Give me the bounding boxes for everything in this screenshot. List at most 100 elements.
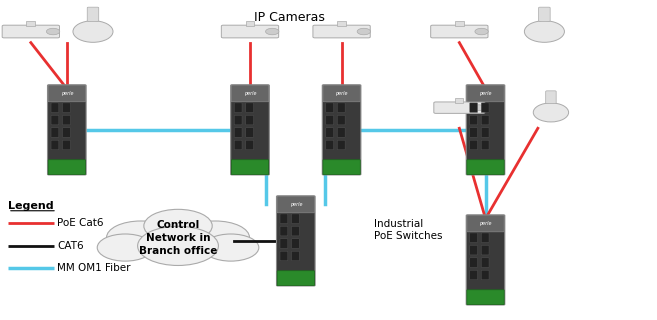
FancyBboxPatch shape <box>235 103 242 112</box>
FancyBboxPatch shape <box>470 270 478 280</box>
FancyBboxPatch shape <box>292 239 300 248</box>
FancyBboxPatch shape <box>62 115 70 125</box>
FancyBboxPatch shape <box>62 103 70 112</box>
Text: PoE Cat6: PoE Cat6 <box>57 219 104 228</box>
Text: Control
Network in
Branch office: Control Network in Branch office <box>139 220 217 256</box>
Ellipse shape <box>533 103 568 122</box>
FancyBboxPatch shape <box>470 140 478 150</box>
FancyBboxPatch shape <box>326 103 334 112</box>
Text: Legend: Legend <box>8 201 54 211</box>
FancyBboxPatch shape <box>51 103 59 112</box>
FancyBboxPatch shape <box>62 140 70 150</box>
Text: IP Cameras: IP Cameras <box>254 11 325 24</box>
FancyBboxPatch shape <box>87 7 99 21</box>
FancyBboxPatch shape <box>470 258 478 267</box>
FancyBboxPatch shape <box>337 103 345 112</box>
FancyBboxPatch shape <box>539 7 550 21</box>
FancyBboxPatch shape <box>337 128 345 137</box>
FancyBboxPatch shape <box>62 128 70 137</box>
FancyBboxPatch shape <box>546 91 556 104</box>
FancyBboxPatch shape <box>470 103 478 112</box>
FancyBboxPatch shape <box>292 226 300 236</box>
FancyBboxPatch shape <box>48 85 85 102</box>
FancyBboxPatch shape <box>482 140 489 150</box>
FancyBboxPatch shape <box>482 245 489 255</box>
FancyBboxPatch shape <box>467 215 504 232</box>
FancyBboxPatch shape <box>323 85 361 175</box>
Text: MM OM1 Fiber: MM OM1 Fiber <box>57 263 131 273</box>
FancyBboxPatch shape <box>323 85 360 102</box>
FancyBboxPatch shape <box>277 196 315 213</box>
FancyBboxPatch shape <box>337 115 345 125</box>
Bar <box>455 21 464 26</box>
FancyBboxPatch shape <box>482 270 489 280</box>
FancyBboxPatch shape <box>292 214 300 223</box>
FancyBboxPatch shape <box>235 140 242 150</box>
FancyBboxPatch shape <box>51 128 59 137</box>
FancyBboxPatch shape <box>434 102 485 113</box>
FancyBboxPatch shape <box>246 115 254 125</box>
FancyBboxPatch shape <box>246 103 254 112</box>
Text: Industrial
PoE Switches: Industrial PoE Switches <box>374 219 443 241</box>
FancyBboxPatch shape <box>482 258 489 267</box>
FancyBboxPatch shape <box>466 215 505 305</box>
FancyBboxPatch shape <box>231 85 269 102</box>
FancyBboxPatch shape <box>235 128 242 137</box>
FancyBboxPatch shape <box>2 25 60 38</box>
FancyBboxPatch shape <box>47 85 86 175</box>
Circle shape <box>357 28 371 35</box>
FancyBboxPatch shape <box>482 128 489 137</box>
FancyBboxPatch shape <box>470 128 478 137</box>
Circle shape <box>137 226 218 266</box>
FancyBboxPatch shape <box>470 233 478 243</box>
FancyBboxPatch shape <box>326 115 334 125</box>
FancyBboxPatch shape <box>326 128 334 137</box>
FancyBboxPatch shape <box>277 196 315 286</box>
FancyBboxPatch shape <box>467 160 504 175</box>
FancyBboxPatch shape <box>277 271 315 286</box>
FancyBboxPatch shape <box>466 85 505 175</box>
Bar <box>246 21 254 26</box>
FancyBboxPatch shape <box>280 239 288 248</box>
FancyBboxPatch shape <box>51 115 59 125</box>
Ellipse shape <box>524 21 564 42</box>
FancyBboxPatch shape <box>280 251 288 261</box>
Circle shape <box>473 105 485 110</box>
Circle shape <box>181 221 250 254</box>
FancyBboxPatch shape <box>431 25 488 38</box>
FancyBboxPatch shape <box>313 25 371 38</box>
Circle shape <box>203 234 259 261</box>
Bar <box>455 98 463 103</box>
Text: CAT6: CAT6 <box>57 241 83 251</box>
FancyBboxPatch shape <box>231 160 269 175</box>
Circle shape <box>106 221 175 254</box>
FancyBboxPatch shape <box>231 85 269 175</box>
FancyBboxPatch shape <box>482 233 489 243</box>
FancyBboxPatch shape <box>280 226 288 236</box>
Text: perle: perle <box>244 91 256 96</box>
FancyBboxPatch shape <box>292 251 300 261</box>
FancyBboxPatch shape <box>467 290 504 305</box>
Circle shape <box>475 28 488 35</box>
FancyBboxPatch shape <box>482 103 489 112</box>
Circle shape <box>265 28 279 35</box>
Text: perle: perle <box>60 91 73 96</box>
FancyBboxPatch shape <box>467 85 504 102</box>
Circle shape <box>97 234 153 261</box>
Ellipse shape <box>73 21 113 42</box>
FancyBboxPatch shape <box>246 140 254 150</box>
FancyBboxPatch shape <box>337 140 345 150</box>
FancyBboxPatch shape <box>48 160 85 175</box>
Text: perle: perle <box>479 91 491 96</box>
Text: perle: perle <box>479 221 491 226</box>
FancyBboxPatch shape <box>323 160 360 175</box>
FancyBboxPatch shape <box>482 115 489 125</box>
Text: perle: perle <box>290 202 302 207</box>
Text: perle: perle <box>335 91 348 96</box>
Bar <box>26 21 35 26</box>
FancyBboxPatch shape <box>326 140 334 150</box>
FancyBboxPatch shape <box>235 115 242 125</box>
Bar <box>337 21 346 26</box>
FancyBboxPatch shape <box>246 128 254 137</box>
FancyBboxPatch shape <box>470 115 478 125</box>
